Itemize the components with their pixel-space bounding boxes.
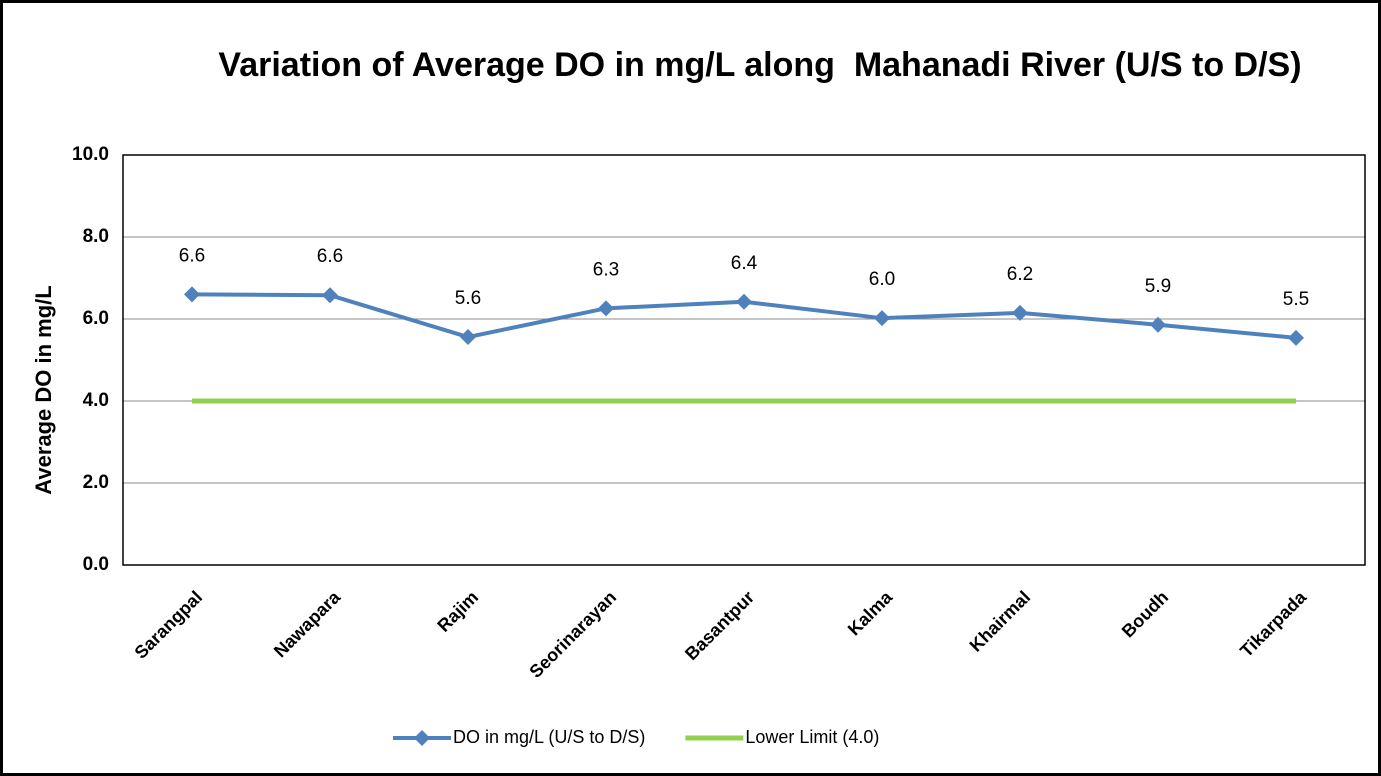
- chart-title: Variation of Average DO in mg/L along Ma…: [218, 46, 1302, 84]
- legend-label: Lower Limit (4.0): [745, 727, 879, 747]
- y-axis-label: Average DO in mg/L: [31, 285, 56, 494]
- y-tick-label: 10.0: [72, 144, 109, 165]
- x-tick-label: Tikarpada: [1236, 586, 1311, 661]
- x-tick-label: Boudh: [1118, 587, 1172, 641]
- y-tick-label: 4.0: [83, 390, 109, 411]
- marker: [874, 310, 890, 327]
- legend-marker: [414, 730, 430, 746]
- x-tick-label: Nawapara: [270, 586, 345, 661]
- marker: [1288, 329, 1304, 346]
- data-label: 6.6: [179, 245, 205, 266]
- x-tick-label: Basantpur: [681, 587, 758, 664]
- y-tick-label: 6.0: [83, 308, 109, 329]
- data-label: 6.6: [317, 246, 343, 267]
- data-label: 5.5: [1283, 289, 1309, 310]
- plot-border: [122, 154, 1366, 566]
- x-tick-label: Seorinarayan: [525, 587, 620, 682]
- data-label: 5.6: [455, 288, 481, 309]
- marker: [184, 286, 200, 303]
- data-label: 6.0: [869, 269, 895, 290]
- y-tick-label: 2.0: [83, 472, 109, 493]
- y-tick-label: 8.0: [83, 226, 109, 247]
- marker: [460, 329, 476, 346]
- data-label: 6.3: [593, 259, 619, 280]
- data-label: 5.9: [1145, 276, 1171, 297]
- marker: [1012, 304, 1028, 321]
- x-tick-label: Sarangpal: [131, 587, 207, 663]
- y-tick-label: 0.0: [83, 554, 109, 575]
- x-tick-label: Kalma: [844, 586, 897, 639]
- data-label: 6.2: [1007, 264, 1033, 285]
- legend-label: DO in mg/L (U/S to D/S): [453, 727, 645, 747]
- x-tick-label: Rajim: [433, 587, 482, 636]
- marker: [598, 300, 614, 317]
- x-tick-label: Khairmal: [966, 587, 1035, 656]
- marker: [322, 287, 338, 304]
- marker: [736, 293, 752, 310]
- data-label: 6.4: [731, 253, 758, 274]
- marker: [1150, 316, 1166, 333]
